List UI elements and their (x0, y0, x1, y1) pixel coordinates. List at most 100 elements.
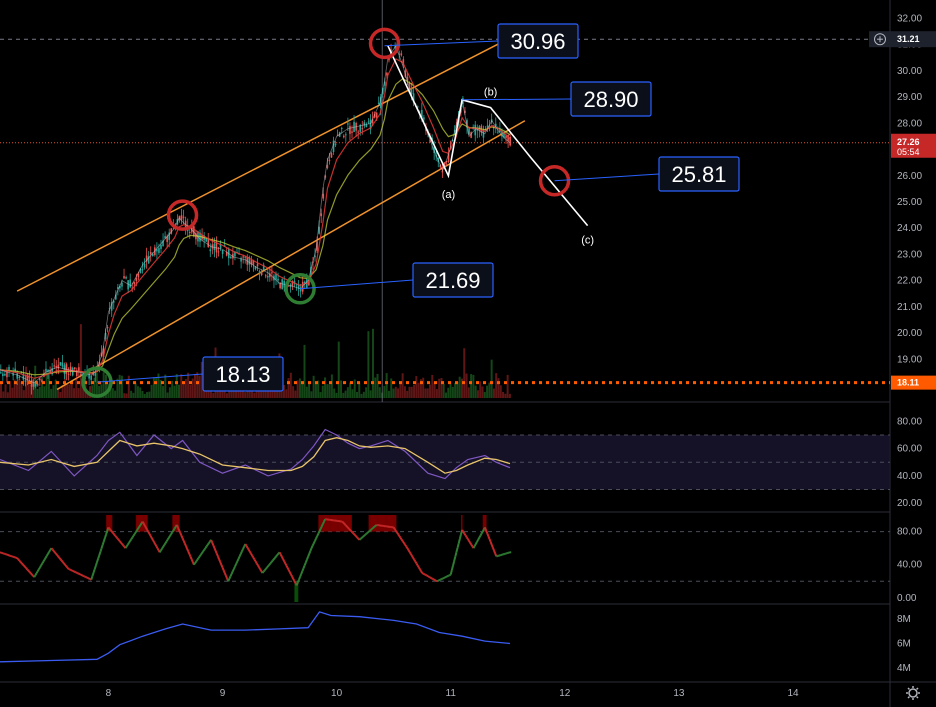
callout-21-69[interactable]: 21.69 (412, 262, 494, 298)
stochastic-segment (195, 559, 199, 562)
channel-upper-line[interactable] (16, 41, 503, 292)
overbought-zone (386, 515, 389, 532)
stochastic-segment (181, 537, 185, 542)
price-tick-label: 21.00 (897, 302, 922, 313)
stochastic-segment (206, 542, 210, 546)
overbought-zone (136, 515, 139, 532)
stochastic-segment (219, 561, 223, 566)
stochastic-segment (28, 571, 32, 574)
volume-bar (54, 379, 57, 398)
overbought-zone (139, 515, 141, 532)
candle-body (301, 281, 304, 292)
stochastic-segment (367, 530, 371, 533)
overbought-zone (135, 515, 138, 532)
volume-bar (244, 392, 247, 398)
volume-bar (212, 392, 215, 398)
candle-body (260, 272, 263, 276)
candle-body (402, 59, 405, 66)
stochastic-segment (74, 571, 77, 574)
time-tick-label: 9 (220, 688, 226, 699)
stochastic-segment (224, 575, 228, 579)
stochastic-segment (437, 579, 440, 582)
overbought-zone (482, 515, 485, 532)
candle-body (252, 260, 255, 265)
candle-body (106, 327, 109, 329)
candle-body (488, 126, 491, 128)
volume-bar (417, 382, 420, 398)
candle-body (41, 380, 43, 382)
volume-bar (45, 373, 48, 398)
stochastic-segment (479, 533, 483, 537)
volume-bar (264, 391, 267, 398)
overbought-zone (344, 515, 347, 532)
stochastic-segment (125, 544, 129, 547)
stochastic-segment (414, 561, 418, 564)
callout-leader (96, 373, 204, 383)
callout-25-81[interactable]: 25.81 (658, 156, 740, 192)
candle-body (254, 266, 257, 270)
bar-countdown: 05:54 (897, 147, 920, 157)
abc-wave-line[interactable] (387, 45, 589, 227)
stochastic-segment (266, 565, 269, 569)
stochastic-segment (169, 533, 173, 537)
stochastic-segment (102, 537, 106, 542)
stochastic-segment (210, 539, 214, 544)
candle-body (497, 132, 499, 134)
stochastic-segment (293, 580, 297, 584)
stochastic-segment (82, 574, 85, 578)
stochastic-segment (371, 527, 374, 530)
ema-slow-line (0, 77, 511, 376)
overbought-zone (319, 515, 322, 532)
stochastic-segment (433, 578, 436, 581)
volume-bar (394, 386, 397, 398)
callout-18-13[interactable]: 18.13 (202, 356, 284, 392)
volume-bar (22, 390, 25, 398)
overbought-zone (385, 515, 388, 532)
stochastic-segment (152, 539, 155, 543)
stochastic-segment (347, 527, 350, 530)
callout-leader (462, 98, 572, 101)
volume-bar (77, 388, 80, 398)
channel-lower-line[interactable] (56, 120, 526, 391)
candle-body (462, 98, 464, 104)
stochastic-segment (85, 576, 88, 579)
candle-body (135, 278, 138, 281)
volume-bar (483, 391, 486, 398)
candle-body (156, 249, 158, 252)
volume-bar (47, 374, 50, 398)
candle-body (398, 53, 401, 55)
stochastic-segment (47, 551, 50, 555)
wave-label-a: (a) (442, 189, 455, 201)
callout-28-90[interactable]: 28.90 (570, 81, 652, 117)
candle-body (379, 96, 382, 109)
stochastic-tick-label: 0.00 (897, 593, 917, 604)
callout-30-96[interactable]: 30.96 (497, 23, 579, 59)
stochastic-segment (302, 564, 306, 569)
stochastic-segment (180, 535, 184, 539)
candle-body (168, 232, 171, 240)
gear-icon[interactable] (906, 686, 920, 700)
time-axis[interactable]: 8 9 10 11 12 13 14 (106, 688, 799, 699)
volume-bar (454, 383, 457, 398)
stochastic-segment (235, 560, 239, 565)
volume-bar (228, 389, 231, 398)
candle-body (117, 287, 119, 289)
candle-body (215, 242, 218, 253)
callout-label: 18.13 (215, 362, 270, 387)
stochastic-segment (484, 527, 488, 531)
plus-circle-icon[interactable] (874, 33, 886, 46)
volume-bar (198, 375, 201, 398)
candle-body (441, 171, 444, 173)
candle-body (386, 72, 388, 76)
overbought-zone (374, 515, 376, 532)
stochastic-segment (400, 538, 404, 542)
candle-body (145, 255, 148, 262)
stochastic-segment (36, 568, 40, 572)
volume-bar (43, 386, 46, 398)
callout-box (497, 23, 579, 59)
price-axis[interactable]: 32.0031.0030.0029.0028.0027.0026.0025.00… (897, 13, 922, 391)
volume-bar (18, 379, 21, 398)
callout-box (202, 356, 284, 392)
stochastic-segment (107, 526, 111, 530)
